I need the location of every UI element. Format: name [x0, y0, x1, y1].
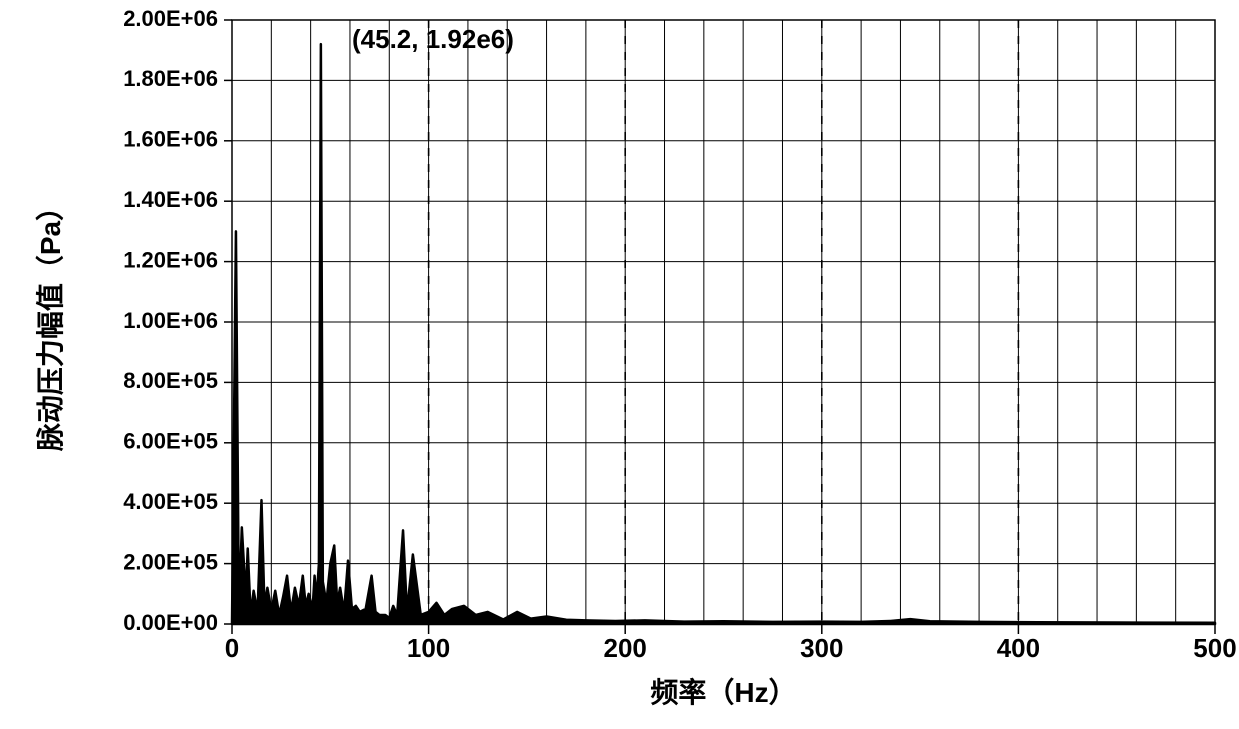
y-tick-label: 6.00E+05 — [123, 429, 218, 454]
y-tick-label: 2.00E+05 — [123, 549, 218, 574]
y-tick-label: 1.20E+06 — [123, 247, 218, 272]
spectrum-series — [232, 44, 1215, 624]
x-tick-label: 200 — [604, 633, 647, 663]
x-tick-label: 100 — [407, 633, 450, 663]
chart-svg: 0.00E+00 2.00E+05 4.00E+05 6.00E+05 8.00E+05… — [0, 0, 1239, 729]
x-tick-label: 0 — [225, 633, 239, 663]
y-tick-label: 4.00E+05 — [123, 489, 218, 514]
y-tick-label: 2.00E+06 — [123, 6, 218, 31]
x-tick-label: 500 — [1193, 633, 1236, 663]
y-tick-label: 8.00E+05 — [123, 368, 218, 393]
y-tick-label: 1.40E+06 — [123, 187, 218, 212]
y-tick-label: 1.60E+06 — [123, 127, 218, 152]
x-tick-label: 300 — [800, 633, 843, 663]
spectrum-chart: 0.00E+00 2.00E+05 4.00E+05 6.00E+05 8.00E+05… — [0, 0, 1239, 729]
y-axis-title: 脉动压力幅值（Pa） — [34, 193, 66, 451]
y-tick-label: 0.00E+00 — [123, 610, 218, 635]
peak-annotation: (45.2, 1.92e6) — [352, 24, 514, 54]
y-tick-label: 1.00E+06 — [123, 308, 218, 333]
y-tick-label: 1.80E+06 — [123, 66, 218, 91]
x-tick-label: 400 — [997, 633, 1040, 663]
x-axis-title: 频率（Hz） — [650, 676, 796, 708]
